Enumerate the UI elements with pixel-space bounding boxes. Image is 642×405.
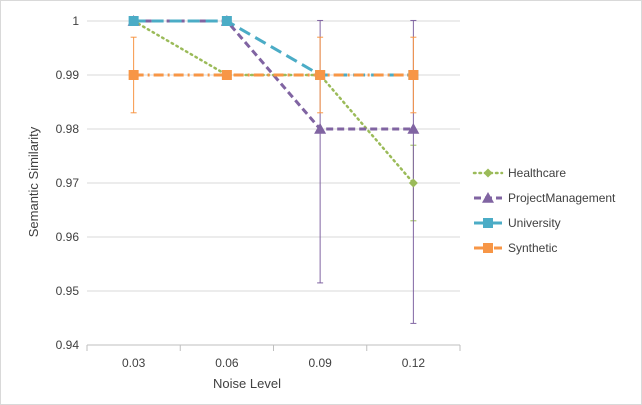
x-tick-label: 0.09 [308,356,332,370]
y-tick-label: 0.94 [56,338,80,352]
y-tick-label: 0.95 [56,284,80,298]
y-tick-label: 0.99 [56,68,80,82]
data-point [407,123,420,134]
legend-label: Synthetic [508,241,557,255]
legend-label: Healthcare [508,166,566,180]
data-point [221,70,232,80]
legend-label: University [508,216,561,230]
y-tick-label: 1 [72,14,79,28]
data-point [314,123,327,134]
series-line [133,19,414,77]
x-tick-labels: 0.03 0.06 0.09 0.12 [122,356,425,370]
legend-label: ProjectManagement [508,191,616,205]
series-lines [132,19,415,185]
data-point [483,243,493,253]
y-axis-title: Semantic Similarity [26,126,41,237]
data-point [128,16,139,26]
legend: Healthcare ProjectManagement University Syn… [472,166,616,255]
series-markers [127,15,420,188]
y-tick-label: 0.97 [56,176,80,190]
error-bars [130,19,417,324]
data-point [482,192,494,203]
y-tick-labels: 0.94 0.95 0.96 0.97 0.98 0.99 1 [56,14,80,352]
data-point [221,16,232,26]
x-axis-title: Noise Level [213,376,281,391]
data-point [128,70,139,80]
data-point [315,70,326,80]
series-line [132,19,415,185]
x-tick-label: 0.12 [402,356,426,370]
x-tick-label: 0.03 [122,356,146,370]
data-point [483,218,493,228]
x-tick-label: 0.06 [215,356,239,370]
data-point [408,70,419,80]
gridlines [86,20,461,351]
data-point [408,178,418,188]
y-tick-label: 0.96 [56,230,80,244]
data-point [483,168,493,178]
y-tick-label: 0.98 [56,122,80,136]
